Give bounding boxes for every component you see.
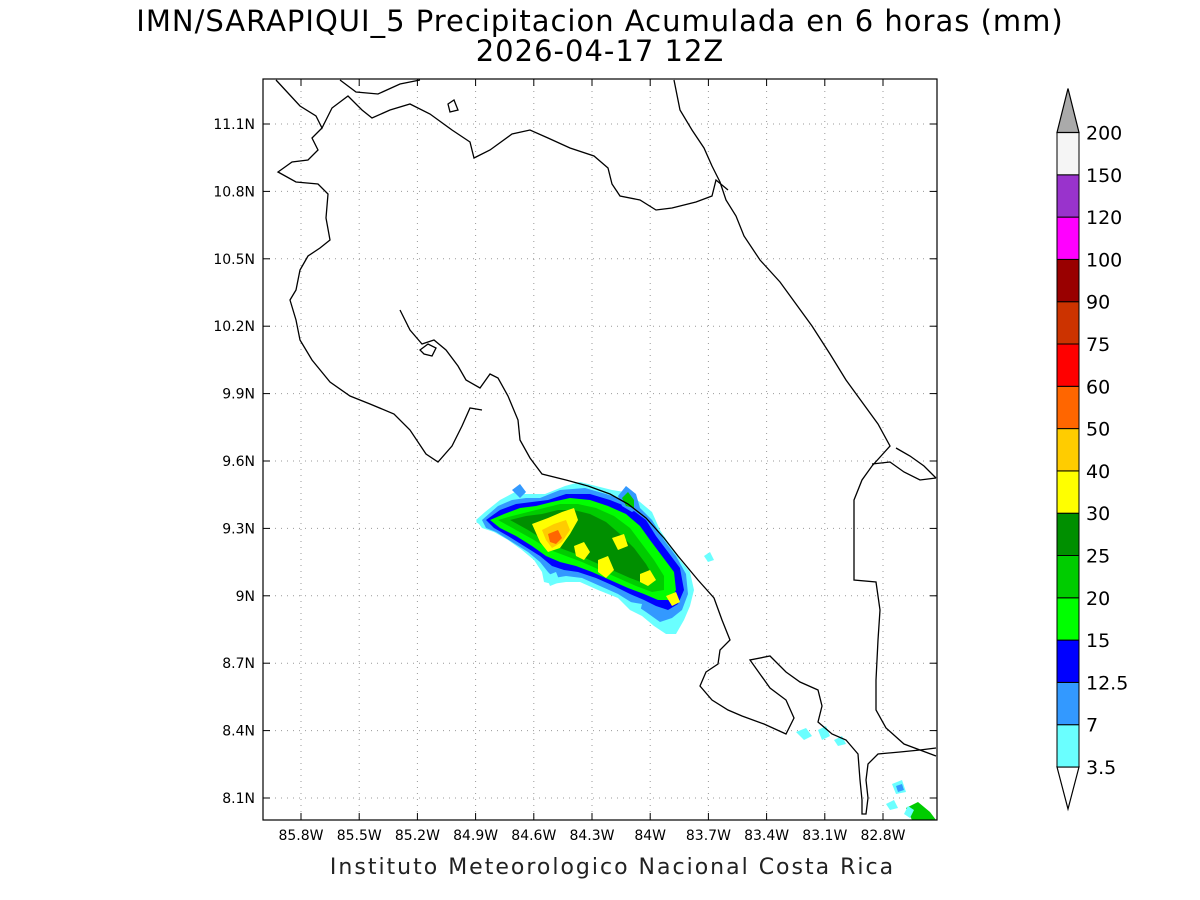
pacific-coast xyxy=(276,127,483,463)
lon-tick-label: 84W xyxy=(634,828,666,844)
lon-tick-label: 83.7W xyxy=(686,828,731,844)
precip-cluster-north-inner xyxy=(622,492,634,508)
colorbar-segment xyxy=(1056,301,1080,345)
colorbar-segment xyxy=(1056,681,1080,726)
lon-tick-label: 84.6W xyxy=(511,828,556,844)
colorbar-level-label: 150 xyxy=(1086,165,1122,187)
lon-tick-label: 83.1W xyxy=(802,828,847,844)
coastline-borders xyxy=(275,79,937,815)
lat-tick-label: 10.2N xyxy=(213,319,255,335)
chira-island xyxy=(419,343,437,357)
colorbar-segment xyxy=(1056,216,1080,260)
colorbar-level-label: 12.5 xyxy=(1086,672,1128,694)
colorbar-segment xyxy=(1056,555,1080,599)
lon-tick-label: 85.2W xyxy=(395,828,440,844)
map-background xyxy=(263,79,937,820)
lat-tick-label: 8.4N xyxy=(222,724,255,740)
colorbar-level-label: 50 xyxy=(1086,419,1110,441)
precip-small-5 xyxy=(796,728,812,740)
colorbar-segment xyxy=(1056,428,1080,472)
footer-credit: Instituto Meteorologico Nacional Costa R… xyxy=(329,855,896,880)
bocas-coast xyxy=(895,447,937,479)
colorbar-level-label: 15 xyxy=(1086,630,1110,652)
colorbar-segment xyxy=(1056,597,1080,641)
axis-ticks: 11.1N 10.8N 10.5N 10.2N 9.9N 9.6N 9.3N 9N 8.7N 8.… xyxy=(213,79,937,844)
precip-contour-30b xyxy=(574,542,590,560)
lon-tick-label: 84.3W xyxy=(569,828,614,844)
colorbar-level-label: 40 xyxy=(1086,461,1110,483)
precip-contour-30e xyxy=(666,592,680,606)
lon-tick-label: 83.4W xyxy=(744,828,789,844)
colorbar-upper-arrow xyxy=(1056,88,1080,134)
precip-small-11 xyxy=(906,802,936,820)
lat-tick-label: 9.3N xyxy=(222,521,255,537)
precip-contour-30d xyxy=(640,570,656,586)
colorbar-segment xyxy=(1056,724,1080,768)
lon-tick-label: 84.9W xyxy=(453,828,498,844)
gulf-nicoya xyxy=(399,309,937,815)
precipitation-field xyxy=(476,482,936,820)
lat-tick-label: 10.5N xyxy=(213,252,255,268)
lake-nicaragua-shore xyxy=(339,79,421,95)
lon-tick-label: 82.8W xyxy=(860,828,905,844)
colorbar-segment xyxy=(1056,639,1080,683)
precip-small-12 xyxy=(476,518,482,526)
lat-tick-label: 8.1N xyxy=(222,791,255,807)
colorbar-level-label: 75 xyxy=(1086,334,1110,356)
caribbean-coast xyxy=(673,79,937,757)
lat-tick-label: 9.6N xyxy=(222,454,255,470)
lat-tick-label: 9N xyxy=(236,589,255,605)
nicaragua-costa-rica-border xyxy=(275,79,729,211)
colorbar-level-label: 25 xyxy=(1086,546,1110,568)
precip-small-3 xyxy=(630,602,642,612)
precip-small-2 xyxy=(546,572,560,586)
colorbar-segment xyxy=(1056,512,1080,557)
colorbar-lower-arrow xyxy=(1056,766,1080,812)
colorbar-segment xyxy=(1056,385,1080,430)
precip-contour-30c xyxy=(598,556,614,578)
colorbar-level-label: 3.5 xyxy=(1086,757,1116,779)
colorbar-level-label: 100 xyxy=(1086,249,1122,271)
lat-tick-label: 8.7N xyxy=(222,656,255,672)
precip-contour-50 xyxy=(548,530,562,544)
precip-small-10 xyxy=(886,800,898,810)
colorbar-level-label: 90 xyxy=(1086,292,1110,314)
lon-tick-label: 85.5W xyxy=(337,828,382,844)
panama-border xyxy=(871,461,937,481)
precip-contour-30f xyxy=(612,534,628,550)
colorbar-level-label: 60 xyxy=(1086,376,1110,398)
map-title: IMN/SARAPIQUI_5 Precipitacion Acumulada … xyxy=(136,4,1064,38)
precip-small-4 xyxy=(704,552,714,562)
colorbar-level-label: 30 xyxy=(1086,503,1110,525)
precip-small-11-edge xyxy=(904,806,914,818)
island-ometepe xyxy=(447,99,459,113)
precip-small-9 xyxy=(896,784,904,792)
colorbar-segment xyxy=(1056,343,1080,387)
colorbar-segment xyxy=(1056,174,1080,218)
map-subtitle-datetime: 2026-04-17 12Z xyxy=(475,34,725,68)
lon-tick-label: 85.8W xyxy=(278,828,323,844)
colorbar: 3.5 7 12.5 15 20 25 30 40 50 60 75 90 100 120 150 200 xyxy=(1056,88,1128,812)
colorbar-level-label: 120 xyxy=(1086,207,1122,229)
colorbar-level-label: 7 xyxy=(1086,715,1098,737)
colorbar-segment xyxy=(1056,470,1080,514)
lat-tick-label: 10.8N xyxy=(213,184,255,200)
colorbar-segment xyxy=(1056,258,1080,303)
colorbar-level-label: 20 xyxy=(1086,588,1110,610)
lat-tick-label: 11.1N xyxy=(213,117,255,133)
colorbar-segment xyxy=(1056,132,1080,176)
map-frame xyxy=(262,78,938,821)
precip-small-1 xyxy=(512,484,526,498)
lat-tick-label: 9.9N xyxy=(222,387,255,403)
colorbar-level-label: 200 xyxy=(1086,123,1122,145)
